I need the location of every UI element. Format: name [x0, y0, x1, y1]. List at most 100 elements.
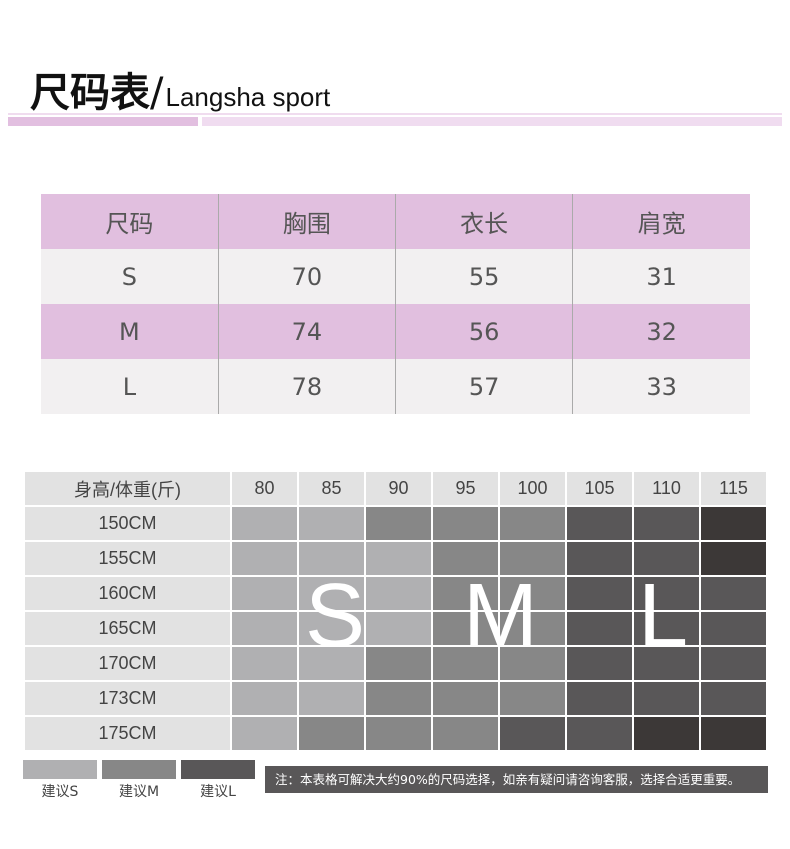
- fit-row: 173CM: [25, 682, 766, 715]
- weight-header: 90: [366, 472, 431, 505]
- fit-cell-l: [701, 647, 766, 680]
- fit-cell-m: [500, 612, 565, 645]
- weight-header: 80: [232, 472, 297, 505]
- weight-header: 85: [299, 472, 364, 505]
- fit-cell-l: [567, 647, 632, 680]
- table-cell: 70: [217, 249, 396, 304]
- fit-cell-s: [366, 542, 431, 575]
- height-header: 175CM: [25, 717, 230, 750]
- height-header: 173CM: [25, 682, 230, 715]
- table-cell: 33: [572, 359, 750, 414]
- table-cell: 57: [394, 359, 573, 414]
- fit-cell-s: [299, 577, 364, 610]
- fit-cell-m: [433, 507, 498, 540]
- table-cell: 55: [394, 249, 573, 304]
- weight-header: 115: [701, 472, 766, 505]
- table-cell: 56: [394, 304, 573, 359]
- fit-header-row: 身高/体重(斤) 80 85 90 95 100 105 110 115: [25, 472, 766, 505]
- weight-header: 110: [634, 472, 699, 505]
- fit-cell-s: [232, 507, 297, 540]
- title-slash: /: [150, 70, 164, 116]
- fit-cell-l: [567, 612, 632, 645]
- fit-cell-l: [567, 577, 632, 610]
- fit-cell-l: [634, 577, 699, 610]
- fit-cell-s: [299, 542, 364, 575]
- fit-cell-s: [232, 717, 297, 750]
- fit-row: 150CM: [25, 507, 766, 540]
- fit-cell-xl: [701, 717, 766, 750]
- fit-cell-m: [366, 682, 431, 715]
- fit-cell-l: [634, 542, 699, 575]
- legend-swatch: [23, 760, 97, 779]
- table-cell: L: [41, 359, 219, 414]
- table-header-row: 尺码 胸围 衣长 肩宽: [41, 194, 750, 249]
- header-cell: 肩宽: [572, 194, 750, 249]
- fit-cell-m: [366, 507, 431, 540]
- fit-cell-m: [500, 577, 565, 610]
- fit-cell-l: [567, 682, 632, 715]
- fit-cell-s: [232, 682, 297, 715]
- fit-cell-s: [366, 577, 431, 610]
- legend-label: 建议S: [41, 784, 79, 800]
- fit-table: 身高/体重(斤) 80 85 90 95 100 105 110 115 150CM 155CM 16…: [23, 470, 768, 752]
- fit-cell-s: [299, 682, 364, 715]
- weight-header: 100: [500, 472, 565, 505]
- fit-cell-m: [433, 647, 498, 680]
- title-zh: 尺码表: [30, 70, 150, 116]
- fit-cell-l: [634, 682, 699, 715]
- fit-cell-xl: [701, 507, 766, 540]
- fit-cell-l: [500, 717, 565, 750]
- fit-cell-l: [701, 612, 766, 645]
- fit-cell-m: [433, 577, 498, 610]
- divider-bar-accent: [8, 117, 198, 126]
- fit-cell-s: [232, 577, 297, 610]
- legend-swatch: [102, 760, 176, 779]
- fit-cell-m: [500, 682, 565, 715]
- fit-cell-l: [634, 507, 699, 540]
- fit-cell-l: [701, 682, 766, 715]
- fit-row: 155CM: [25, 542, 766, 575]
- fit-row: 160CM: [25, 577, 766, 610]
- height-header: 155CM: [25, 542, 230, 575]
- fit-cell-l: [567, 507, 632, 540]
- fit-cell-m: [299, 717, 364, 750]
- fit-cell-xl: [634, 717, 699, 750]
- fit-cell-m: [500, 542, 565, 575]
- fit-cell-m: [366, 717, 431, 750]
- fit-cell-m: [366, 647, 431, 680]
- page-title: 尺码表 / Langsha sport: [30, 60, 330, 118]
- header-cell: 胸围: [217, 194, 396, 249]
- weight-header: 95: [433, 472, 498, 505]
- fit-cell-s: [299, 612, 364, 645]
- fit-cell-l: [634, 647, 699, 680]
- size-overlay-letter: L: [638, 566, 689, 666]
- legend-label: 建议M: [118, 784, 160, 800]
- legend-swatch: [181, 760, 255, 779]
- fit-cell-m: [433, 542, 498, 575]
- fit-cell-s: [366, 612, 431, 645]
- fit-row: 175CM: [25, 717, 766, 750]
- fit-cell-m: [500, 507, 565, 540]
- title-subtitle: Langsha sport: [165, 82, 331, 112]
- table-row: M 74 56 32: [41, 304, 750, 359]
- fit-cell-l: [567, 542, 632, 575]
- corner-cell: 身高/体重(斤): [25, 472, 230, 505]
- height-header: 165CM: [25, 612, 230, 645]
- height-header: 160CM: [25, 577, 230, 610]
- fit-cell-m: [500, 647, 565, 680]
- weight-header: 105: [567, 472, 632, 505]
- table-cell: S: [41, 249, 219, 304]
- fit-cell-m: [433, 612, 498, 645]
- fit-cell-l: [701, 577, 766, 610]
- fit-cell-s: [232, 612, 297, 645]
- fit-cell-s: [299, 647, 364, 680]
- fit-cell-l: [634, 612, 699, 645]
- header-cell: 尺码: [41, 194, 219, 249]
- note-banner: 注：本表格可解决大约90%的尺码选择，如亲有疑问请咨询客服，选择合适更重要。: [265, 766, 768, 793]
- fit-cell-l: [567, 717, 632, 750]
- header-cell: 衣长: [394, 194, 573, 249]
- table-cell: 74: [217, 304, 396, 359]
- table-cell: M: [41, 304, 219, 359]
- table-cell: 32: [572, 304, 750, 359]
- divider-line: [8, 113, 782, 115]
